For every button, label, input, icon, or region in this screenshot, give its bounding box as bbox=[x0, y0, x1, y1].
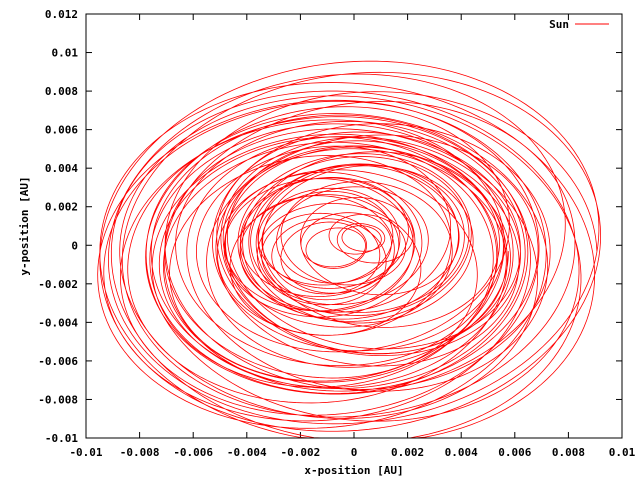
x-tick-label: 0 bbox=[351, 446, 358, 459]
y-tick-label: 0.006 bbox=[45, 124, 78, 137]
plot-area bbox=[97, 60, 602, 439]
y-axis-label: y-position [AU] bbox=[18, 176, 31, 275]
x-tick-label: -0.01 bbox=[69, 446, 102, 459]
legend-label-sun: Sun bbox=[549, 18, 569, 31]
y-tick-label: -0.004 bbox=[38, 316, 78, 329]
x-tick-label: -0.004 bbox=[227, 446, 267, 459]
y-tick-label: 0.012 bbox=[45, 8, 78, 21]
legend: Sun bbox=[549, 18, 609, 31]
x-axis-label: x-position [AU] bbox=[304, 464, 403, 477]
y-tick-label: -0.008 bbox=[38, 393, 78, 406]
y-tick-label: 0.008 bbox=[45, 85, 78, 98]
x-tick-label: 0.006 bbox=[498, 446, 531, 459]
y-tick-label: 0.002 bbox=[45, 201, 78, 214]
x-tick-label: 0.01 bbox=[609, 446, 636, 459]
y-tick-label: -0.002 bbox=[38, 278, 78, 291]
x-tick-label: -0.002 bbox=[281, 446, 321, 459]
y-tick-label: 0.004 bbox=[45, 162, 78, 175]
plot-frame bbox=[85, 13, 623, 439]
x-tick-label: -0.008 bbox=[120, 446, 160, 459]
x-tick-label: -0.006 bbox=[173, 446, 213, 459]
ticks: -0.01 -0.008 -0.006 -0.004 -0.002 0 0.002 0.004… bbox=[38, 8, 635, 459]
y-tick-label: -0.006 bbox=[38, 355, 78, 368]
x-tick-label: 0.008 bbox=[552, 446, 585, 459]
series-sun-line bbox=[97, 60, 602, 439]
y-tick-label: -0.01 bbox=[45, 432, 78, 445]
x-tick-label: 0.002 bbox=[391, 446, 424, 459]
y-tick-label: 0 bbox=[71, 239, 78, 252]
y-tick-label: 0.01 bbox=[52, 47, 79, 60]
x-tick-label: 0.004 bbox=[445, 446, 478, 459]
